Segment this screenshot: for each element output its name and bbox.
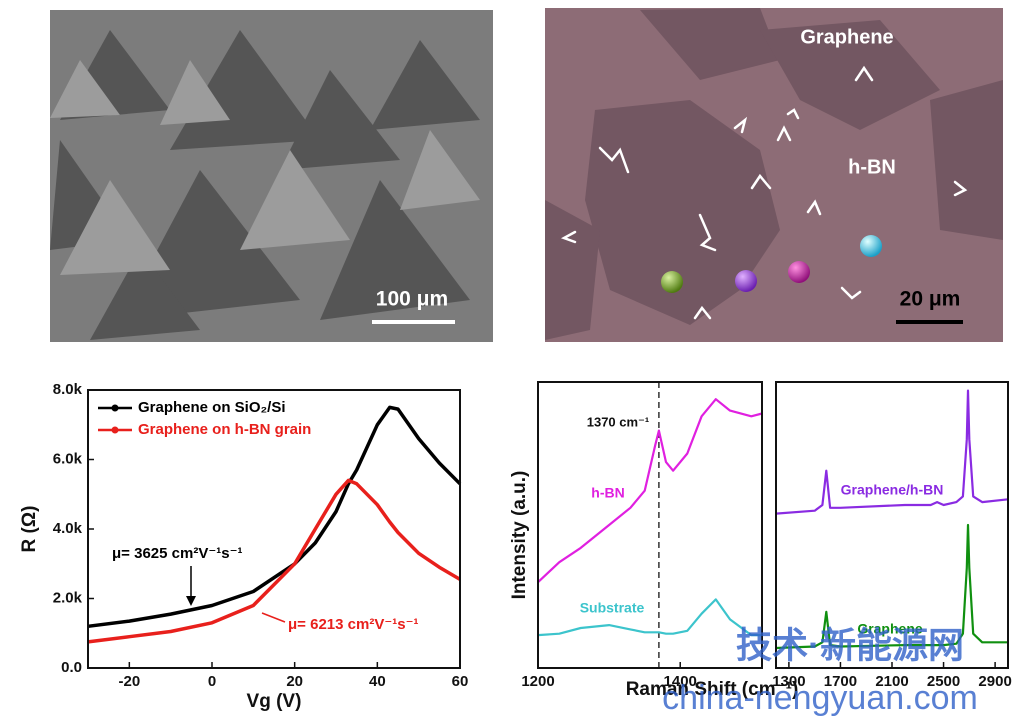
plot-frame [538,382,762,668]
y-axis-label: Intensity (a.u.) [509,471,530,600]
annotation: μ= 6213 cm²V⁻¹s⁻¹ [288,616,419,633]
scale-bar-label: 20 μm [900,288,961,311]
y-tick-label: 4.0k [53,520,83,537]
series-label: Graphene/h-BN [841,482,944,498]
y-tick-label: 0.0 [61,659,82,676]
x-tick-label: -20 [118,673,140,690]
series-label: h-BN [591,485,624,501]
watermark: 技术·新能源网 [736,625,964,666]
optical-image: Graphene h-BN 20 μm [545,8,1003,342]
y-tick-label: 2.0k [53,589,83,606]
series-label: Substrate [580,600,645,616]
image-label: h-BN [848,156,896,178]
series-line [538,599,762,635]
legend-swatch [112,405,119,412]
x-tick-label: 2900 [978,673,1011,690]
series-line [88,407,460,626]
sem-image: 100 μm [50,10,493,342]
legend-label: Graphene on SiO₂/Si [138,399,286,416]
series-line [538,399,762,582]
x-tick-label: 60 [452,673,469,690]
x-tick-label: 20 [286,673,303,690]
legend-swatch [112,427,119,434]
x-axis-label: Vg (V) [247,691,302,712]
watermark: china-nengyuan.com [662,679,978,717]
y-axis-label: R (Ω) [19,506,40,553]
legend-label: Graphene on h-BN grain [138,421,311,438]
x-tick-label: 40 [369,673,386,690]
y-tick-label: 8.0k [53,381,83,398]
x-tick-label: 1200 [521,673,554,690]
scale-bar-label: 100 μm [376,288,448,311]
marker-label: 1370 cm⁻¹ [587,414,650,429]
annotation: μ= 3625 cm²V⁻¹s⁻¹ [112,545,243,562]
image-label: Graphene [800,26,893,48]
figure: 100 μm Graphene h-BN 20 μm Vg (V) R (Ω) … [0,0,1021,724]
y-tick-label: 6.0k [53,450,83,467]
x-tick-label: 0 [208,673,216,690]
